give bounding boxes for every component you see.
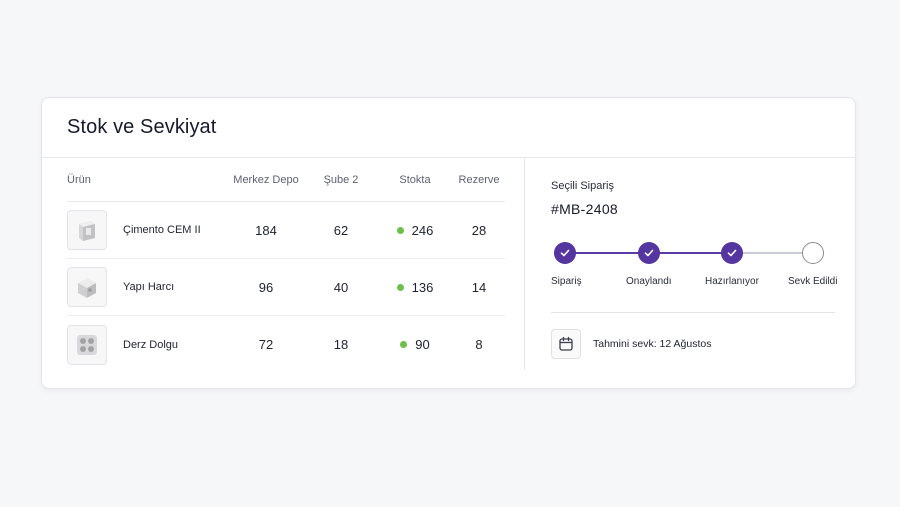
order-id: #MB-2408 [551, 201, 618, 217]
header-product: Ürün [67, 173, 91, 186]
sube-2-value: 18 [333, 337, 349, 352]
stock-cell: 246 [377, 223, 453, 238]
cement-bag-icon [67, 210, 107, 250]
panel-separator [551, 312, 835, 313]
header-sube-2: Şube 2 [323, 173, 359, 186]
card-header: Stok ve Sevkiyat [42, 98, 855, 158]
rezerve-value: 28 [471, 222, 487, 238]
step-onaylandi-check-icon [638, 242, 660, 264]
product-name: Çimento CEM II [123, 224, 201, 236]
product-name: Derz Dolgu [123, 338, 179, 351]
in-stock-dot-icon [396, 283, 404, 291]
merkez-depo-value: 184 [255, 222, 277, 238]
table-row[interactable]: Çimento CEM II 184 62 246 28 [67, 202, 505, 259]
header-stokta: Stokta [399, 173, 431, 186]
order-stepper: Sipariş Onaylandı Hazırlanıyor Sevk Edil… [551, 242, 837, 292]
order-label: Seçili Sipariş [551, 180, 614, 192]
step-sevk-edildi-circle-icon [802, 242, 824, 264]
shipping-date-text: Tahmini sevk: 12 Ağustos [593, 338, 712, 350]
stokta-value: 90 [415, 337, 430, 352]
step-label-siparis: Sipariş [551, 276, 582, 287]
step-hazirlaniyor-check-icon [721, 242, 743, 264]
stock-cell: 90 [377, 337, 453, 352]
step-label-onaylandi: Onaylandı [626, 276, 672, 287]
progress-line-pending [732, 252, 814, 254]
header-rezerve: Rezerve [458, 173, 500, 186]
stokta-value: 136 [411, 279, 434, 295]
step-siparis-check-icon [554, 242, 576, 264]
sube-2-value: 40 [333, 279, 349, 295]
step-label-hazirlaniyor: Hazırlanıyor [705, 276, 759, 287]
step-label-sevk-edildi: Sevk Edildi [788, 276, 838, 287]
stock-cell: 136 [377, 280, 453, 295]
sube-2-value: 62 [333, 222, 349, 238]
product-name: Yapı Harcı [123, 281, 175, 293]
in-stock-dot-icon [396, 226, 404, 234]
panel-divider [524, 158, 525, 370]
mortar-bag-icon [67, 267, 107, 307]
merkez-depo-value: 96 [258, 279, 274, 295]
card-title: Stok ve Sevkiyat [67, 116, 217, 138]
table-row[interactable]: Yapı Harcı 96 40 136 14 [67, 259, 505, 316]
stokta-value: 246 [411, 222, 434, 238]
rezerve-value: 8 [475, 337, 483, 352]
estimated-shipping: Tahmini sevk: 12 Ağustos [551, 329, 711, 359]
stock-table: Ürün Merkez Depo Şube 2 Stokta Rezerve Ç… [67, 158, 505, 373]
table-row[interactable]: Derz Dolgu 72 18 90 8 [67, 316, 505, 373]
merkez-depo-value: 72 [258, 337, 274, 352]
rezerve-value: 14 [471, 279, 487, 295]
in-stock-dot-icon [400, 341, 408, 348]
calendar-icon [551, 329, 581, 359]
stock-shipping-card: Stok ve Sevkiyat Ürün Merkez Depo Şube 2… [41, 97, 856, 389]
header-merkez-depo: Merkez Depo [233, 173, 299, 186]
table-header: Ürün Merkez Depo Şube 2 Stokta Rezerve [67, 158, 505, 202]
grout-tile-icon [67, 324, 107, 365]
